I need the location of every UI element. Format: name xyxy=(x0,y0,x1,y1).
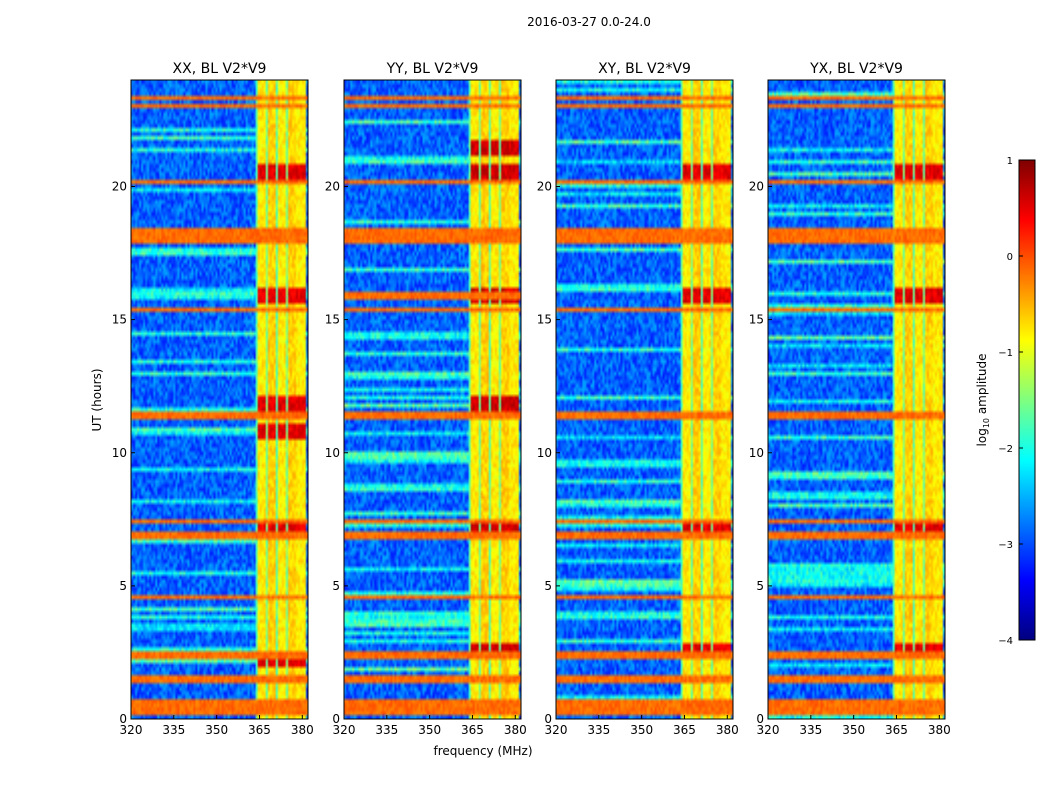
y-tick-label: 5 xyxy=(544,579,552,593)
x-tick-label: 380 xyxy=(928,723,951,737)
colorbar-tick-label: −1 xyxy=(998,348,1013,359)
y-tick-label: 5 xyxy=(756,579,764,593)
x-tick-label: 350 xyxy=(418,723,441,737)
y-tick-label: 20 xyxy=(112,180,127,194)
colorbar-gradient xyxy=(1018,159,1036,641)
panel-3: XY, BL V2*V9 320 335 350 365 380 0 5 10 15 20 xyxy=(537,61,739,737)
colorbar-tick-label: 1 xyxy=(1007,156,1013,167)
panel-frame xyxy=(767,79,946,720)
x-tick-label: 320 xyxy=(545,723,568,737)
heatmap-image xyxy=(344,80,521,719)
colorbar-tick-label: −3 xyxy=(998,540,1013,551)
y-tick-label: 20 xyxy=(325,180,340,194)
colorbar-label: log10 amplitude xyxy=(975,354,991,447)
y-axis-label: UT (hours) xyxy=(90,368,104,431)
y-tick-label: 5 xyxy=(119,579,127,593)
x-tick-label: 335 xyxy=(375,723,398,737)
heatmap-image xyxy=(768,80,945,719)
x-axis-label: frequency (MHz) xyxy=(433,744,532,758)
y-tick-label: 5 xyxy=(332,579,340,593)
colorbar: 1 0 −1 −2 −3 −4 log10 amplitude xyxy=(975,156,1036,647)
y-tick-label: 15 xyxy=(325,313,340,327)
x-tick-label: 335 xyxy=(799,723,822,737)
x-tick-label: 350 xyxy=(205,723,228,737)
panel-title: YY, BL V2*V9 xyxy=(386,61,479,77)
colorbar-tick-label: 0 xyxy=(1007,252,1013,263)
figure-suptitle: 2016-03-27 0.0-24.0 xyxy=(527,15,651,29)
panel-2: YY, BL V2*V9 320 335 350 365 380 0 5 10 15 20 xyxy=(325,61,527,737)
x-tick-label: 365 xyxy=(885,723,908,737)
y-tick-label: 15 xyxy=(537,313,552,327)
panel-4: YX, BL V2*V9 320 335 350 365 380 0 5 10 15 20 xyxy=(749,61,951,737)
x-tick-label: 380 xyxy=(716,723,739,737)
y-tick-label: 10 xyxy=(112,446,127,460)
x-tick-label: 335 xyxy=(162,723,185,737)
panel-frame xyxy=(130,79,309,720)
y-tick-label: 15 xyxy=(749,313,764,327)
x-tick-label: 380 xyxy=(504,723,527,737)
y-tick-label: 10 xyxy=(749,446,764,460)
y-tick-label: 0 xyxy=(119,712,127,726)
y-tick-label: 0 xyxy=(544,712,552,726)
x-tick-label: 335 xyxy=(587,723,610,737)
heatmap-image xyxy=(556,80,733,719)
x-tick-label: 350 xyxy=(842,723,865,737)
x-tick-label: 380 xyxy=(291,723,314,737)
heatmap-image xyxy=(131,80,308,719)
panel-title: XX, BL V2*V9 xyxy=(173,61,267,77)
x-tick-label: 320 xyxy=(757,723,780,737)
x-tick-label: 365 xyxy=(673,723,696,737)
y-tick-label: 0 xyxy=(756,712,764,726)
y-tick-label: 20 xyxy=(749,180,764,194)
x-tick-label: 365 xyxy=(461,723,484,737)
x-tick-label: 320 xyxy=(120,723,143,737)
colorbar-tick-label: −4 xyxy=(998,636,1013,647)
panel-frame xyxy=(555,79,734,720)
y-tick-label: 15 xyxy=(112,313,127,327)
panel-1: XX, BL V2*V9 320 335 350 365 380 0 5 10 15 20 xyxy=(112,61,314,737)
y-tick-label: 10 xyxy=(325,446,340,460)
x-tick-label: 350 xyxy=(630,723,653,737)
panel-title: YX, BL V2*V9 xyxy=(809,61,903,77)
y-tick-label: 20 xyxy=(537,180,552,194)
panel-title: XY, BL V2*V9 xyxy=(598,61,691,77)
panel-frame xyxy=(343,79,522,720)
colorbar-tick-label: −2 xyxy=(998,444,1013,455)
y-tick-label: 10 xyxy=(537,446,552,460)
x-tick-label: 320 xyxy=(333,723,356,737)
y-tick-label: 0 xyxy=(332,712,340,726)
x-tick-label: 365 xyxy=(248,723,271,737)
